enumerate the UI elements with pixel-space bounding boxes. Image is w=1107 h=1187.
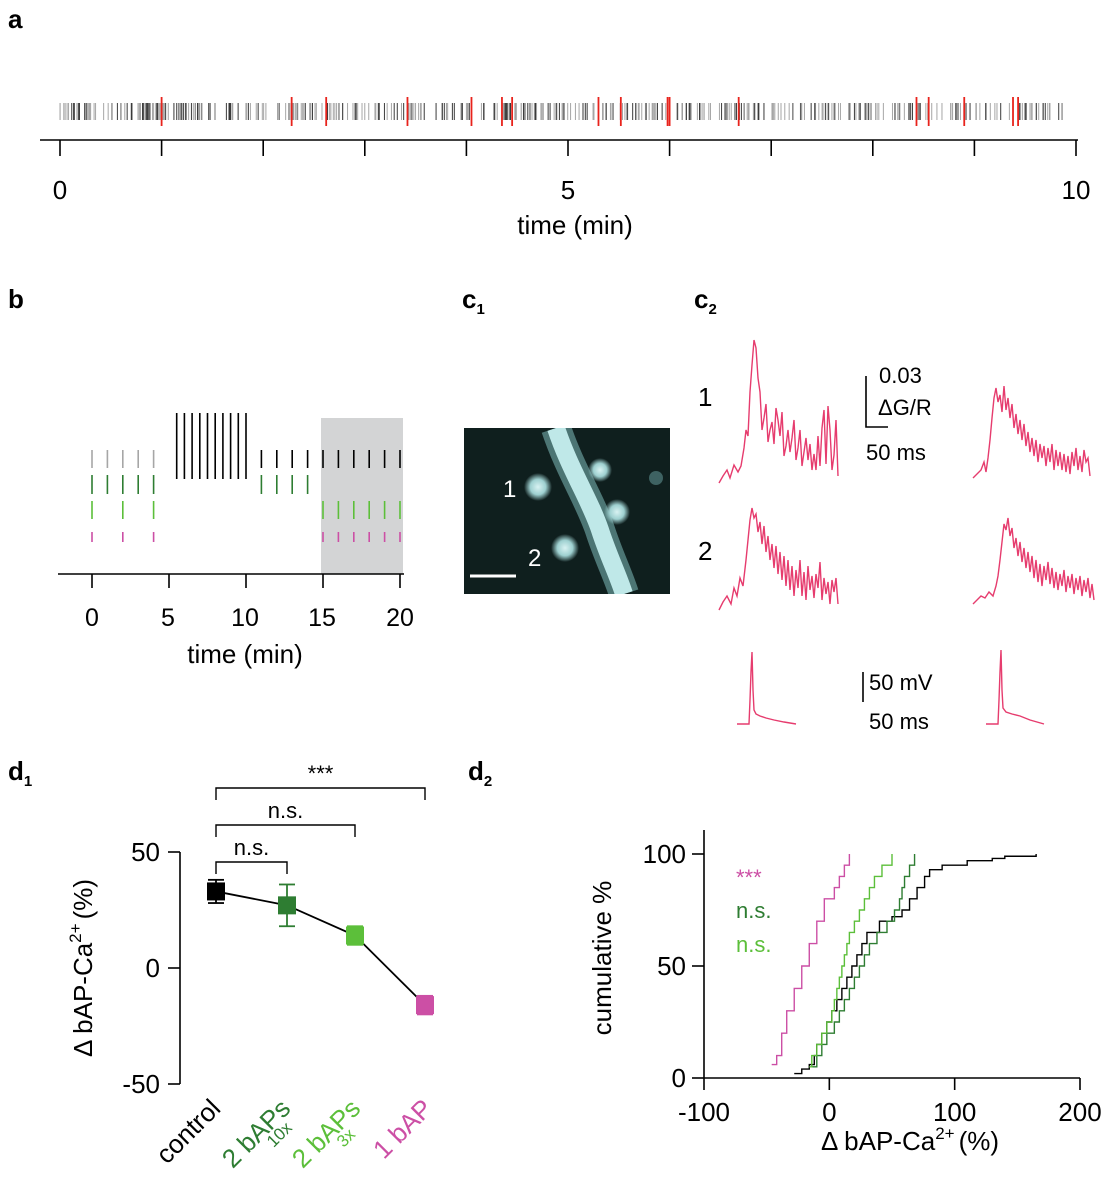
panel-a-ticks: [59, 140, 1077, 156]
significance-bracket: [215, 787, 426, 800]
mean-marker: [346, 926, 364, 945]
panel-b-raster: [91, 413, 401, 542]
panel-d1-ytick-label: 50: [131, 837, 160, 867]
dendrite-image: 1 2: [464, 428, 670, 594]
panel-a-xlabel: time (min): [517, 210, 633, 240]
trace-row-label-2: 2: [698, 536, 712, 566]
spine-1: [524, 473, 552, 501]
dendrite-shaft: [547, 428, 633, 594]
spine-3: [588, 458, 612, 482]
scale-bottom-time: 50 ms: [869, 709, 929, 734]
mean-marker: [416, 996, 434, 1015]
panel-b-shaded-region: [321, 418, 403, 574]
panel-d2-xtick-label: -100: [678, 1097, 730, 1127]
trace-spine1-late: [972, 385, 1091, 479]
panel-d1-ytick-label: -50: [122, 1069, 160, 1099]
panel-b-tick-label-0: 0: [85, 604, 99, 632]
spine-5: [649, 471, 663, 485]
panel-d1-ylabel: Δ bAP-Ca2+(%): [66, 879, 98, 1057]
trace-spine2-control: [718, 507, 839, 611]
panel-d2-ytick-label: 0: [672, 1063, 686, 1093]
cumulative-curve: [809, 854, 893, 1068]
panel-b-ticks: [91, 574, 401, 588]
panel-d2-xlabel: Δ bAP-Ca2+ (%): [821, 1124, 999, 1156]
panel-d2-annotation-1bap: ***: [736, 865, 762, 890]
panel-d2-ylabel: cumulative %: [587, 881, 617, 1036]
spine-2: [551, 534, 579, 562]
calcium-traces: [718, 339, 1095, 725]
trace-voltage-late: [986, 649, 1045, 725]
panel-d2-axis: 0 50 100 -100 0 100 200: [643, 830, 1102, 1127]
panel-d2-annotation-3x: n.s.: [736, 932, 771, 957]
trace-voltage-control: [737, 651, 797, 725]
category-label: 2 bAPs3x: [286, 1093, 375, 1182]
panel-d1-brackets: ***n.s.n.s.: [215, 761, 426, 874]
panel-d1-plot: [207, 878, 434, 1016]
scale-top-time: 50 ms: [866, 440, 926, 465]
category-label: control: [150, 1093, 226, 1169]
significance-label: n.s.: [268, 798, 303, 823]
cumulative-curve: [811, 854, 916, 1068]
trace-row-label-1: 1: [698, 382, 712, 412]
panel-d2-xtick-label: 200: [1058, 1097, 1101, 1127]
panel-d1-axis: 50 0 -50: [122, 837, 181, 1099]
spine-label-1: 1: [503, 476, 516, 503]
significance-label: n.s.: [234, 835, 269, 860]
panel-d1-ytick-label: 0: [146, 953, 160, 983]
category-label: 1 bAP: [367, 1093, 438, 1164]
scale-top-unit: ΔG/R: [878, 395, 932, 420]
panel-b-tick-label-5: 5: [161, 604, 175, 632]
panel-a-label: a: [8, 4, 23, 34]
panel-b-tick-label-20: 20: [386, 604, 414, 632]
panel-b-tick-label-10: 10: [231, 604, 259, 632]
panel-d2-plot: [771, 854, 1037, 1075]
panel-a-raster: [59, 97, 1063, 126]
panel-c2-label: c2: [694, 284, 717, 318]
panel-a-tick-label-5: 5: [561, 175, 575, 205]
mean-marker: [207, 882, 225, 901]
panel-d2-xtick-label: 100: [933, 1097, 976, 1127]
panel-b-tick-label-15: 15: [308, 604, 336, 632]
scale-bar-top: [865, 376, 888, 428]
trace-spine2-late: [972, 517, 1095, 605]
panel-d2-annotation-10x: n.s.: [736, 898, 771, 923]
significance-bracket: [215, 861, 288, 874]
panel-d2-ytick-label: 100: [643, 839, 686, 869]
panel-d2-xtick-label: 0: [822, 1097, 836, 1127]
scale-bottom-voltage: 50 mV: [869, 670, 933, 695]
panel-c1-label: c1: [462, 284, 485, 318]
spine-4: [604, 499, 630, 525]
panel-d2-ytick-label: 50: [657, 951, 686, 981]
panel-d2-label: d2: [468, 756, 492, 790]
spine-label-2: 2: [528, 545, 541, 572]
category-label: 2 bAPs10x: [216, 1093, 305, 1182]
panel-b-label: b: [8, 284, 24, 314]
panel-a-tick-label-10: 10: [1062, 175, 1091, 205]
cumulative-curve: [771, 854, 851, 1066]
panel-d1-connector: [215, 890, 426, 1006]
panel-b-xlabel: time (min): [187, 639, 303, 669]
panel-a-tick-label-0: 0: [53, 175, 67, 205]
significance-bracket: [215, 824, 356, 837]
trace-spine1-control: [718, 339, 839, 484]
panel-d1-label: d1: [8, 756, 32, 790]
cumulative-curve: [794, 854, 1037, 1075]
scale-top-value: 0.03: [879, 363, 922, 388]
significance-label: ***: [308, 761, 334, 786]
mean-marker: [278, 896, 296, 915]
